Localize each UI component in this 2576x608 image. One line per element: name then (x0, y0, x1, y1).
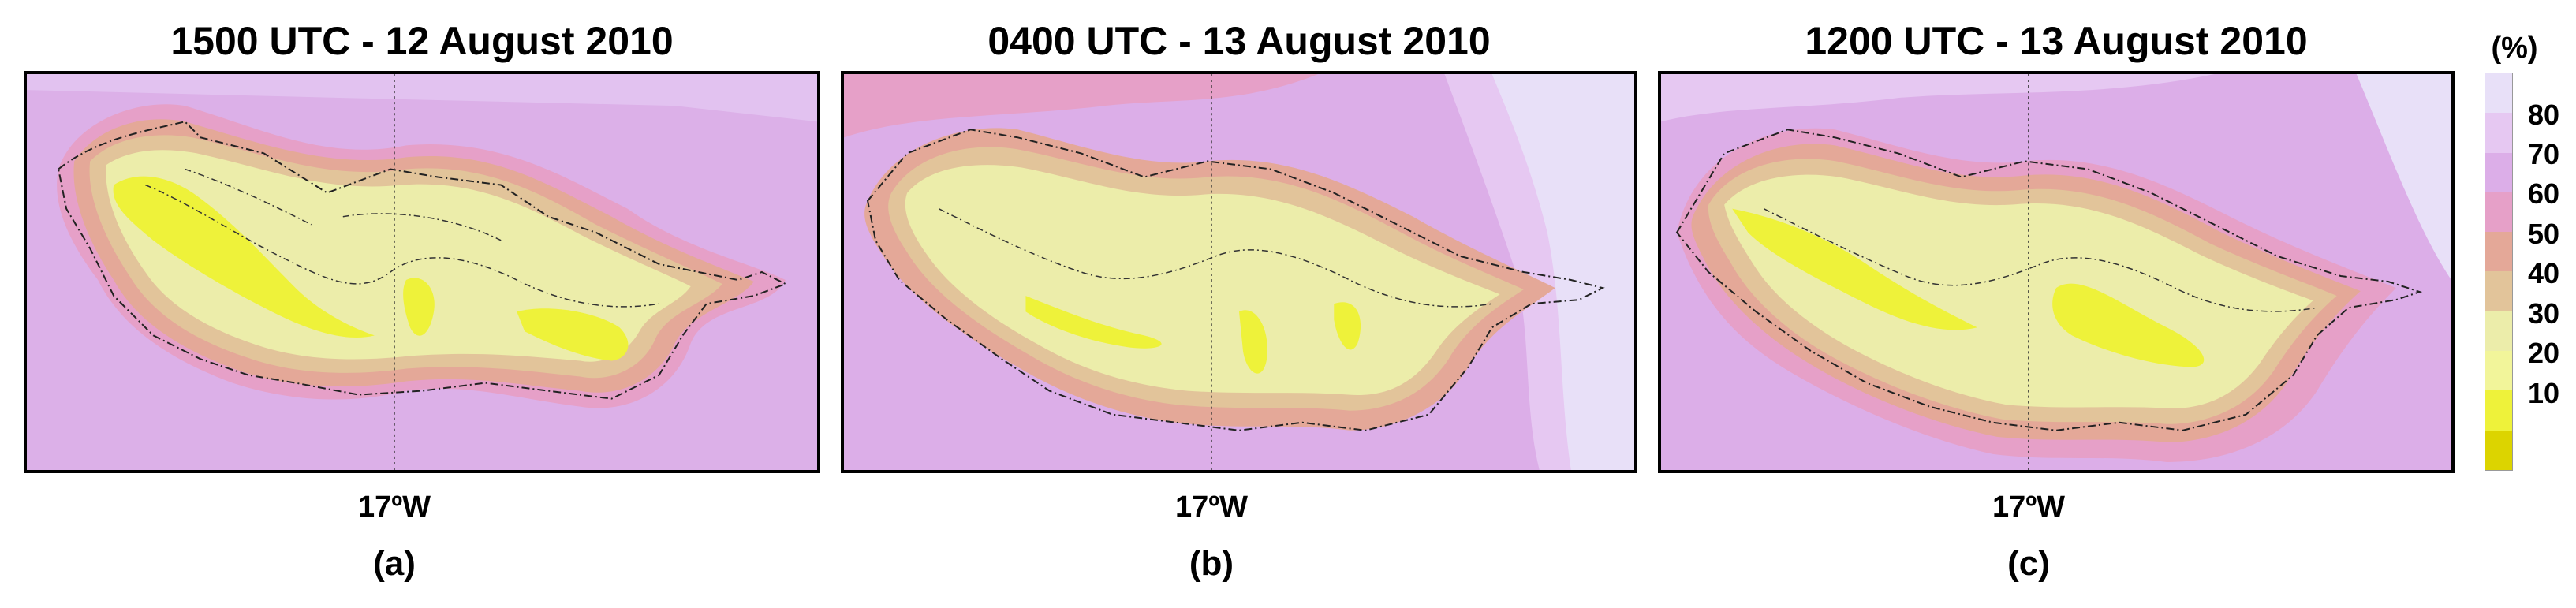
colorbar-swatch (2485, 390, 2512, 431)
colorbar-swatch (2485, 271, 2512, 311)
colorbar-tick: 40 (2528, 257, 2560, 289)
panel-b-map (841, 71, 1637, 473)
colorbar-swatch (2485, 152, 2512, 192)
colorbar-unit-label: (%) (2491, 32, 2538, 65)
panel-a-title: 1500 UTC - 12 August 2010 (170, 19, 674, 63)
colorbar-tick: 80 (2528, 99, 2560, 131)
panel-c-map (1658, 71, 2455, 473)
colorbar-tick: 70 (2528, 138, 2560, 170)
colorbar-swatch (2485, 311, 2512, 352)
colorbar-swatch (2485, 232, 2512, 272)
colorbar-swatch (2485, 73, 2512, 114)
colorbar-tick: 60 (2528, 177, 2560, 210)
colorbar-tick: 50 (2528, 218, 2560, 250)
panel-b-title: 0400 UTC - 13 August 2010 (987, 19, 1491, 63)
panel-c-letter: (c) (2007, 544, 2050, 583)
panel-b-longitude-label: 17ºW (1174, 491, 1248, 524)
colorbar-swatch (2485, 430, 2512, 470)
colorbar-swatch (2485, 192, 2512, 233)
colorbar-tick: 20 (2528, 337, 2560, 369)
colorbar-tick: 10 (2528, 377, 2560, 409)
colorbar-swatch (2485, 113, 2512, 153)
panel-c-title: 1200 UTC - 13 August 2010 (1805, 19, 2308, 63)
colorbar-swatch (2485, 351, 2512, 391)
colorbar (2485, 73, 2513, 471)
colorbar-tick: 30 (2528, 297, 2560, 330)
panel-b-letter: (b) (1189, 544, 1234, 583)
panel-a-longitude-label: 17ºW (357, 491, 431, 524)
panel-c-longitude-label: 17ºW (1992, 491, 2065, 524)
panel-a-map (24, 71, 820, 473)
panel-a-letter: (a) (373, 544, 416, 583)
